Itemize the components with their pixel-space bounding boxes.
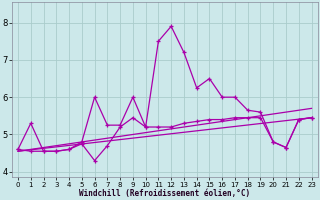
X-axis label: Windchill (Refroidissement éolien,°C): Windchill (Refroidissement éolien,°C) xyxy=(79,189,250,198)
